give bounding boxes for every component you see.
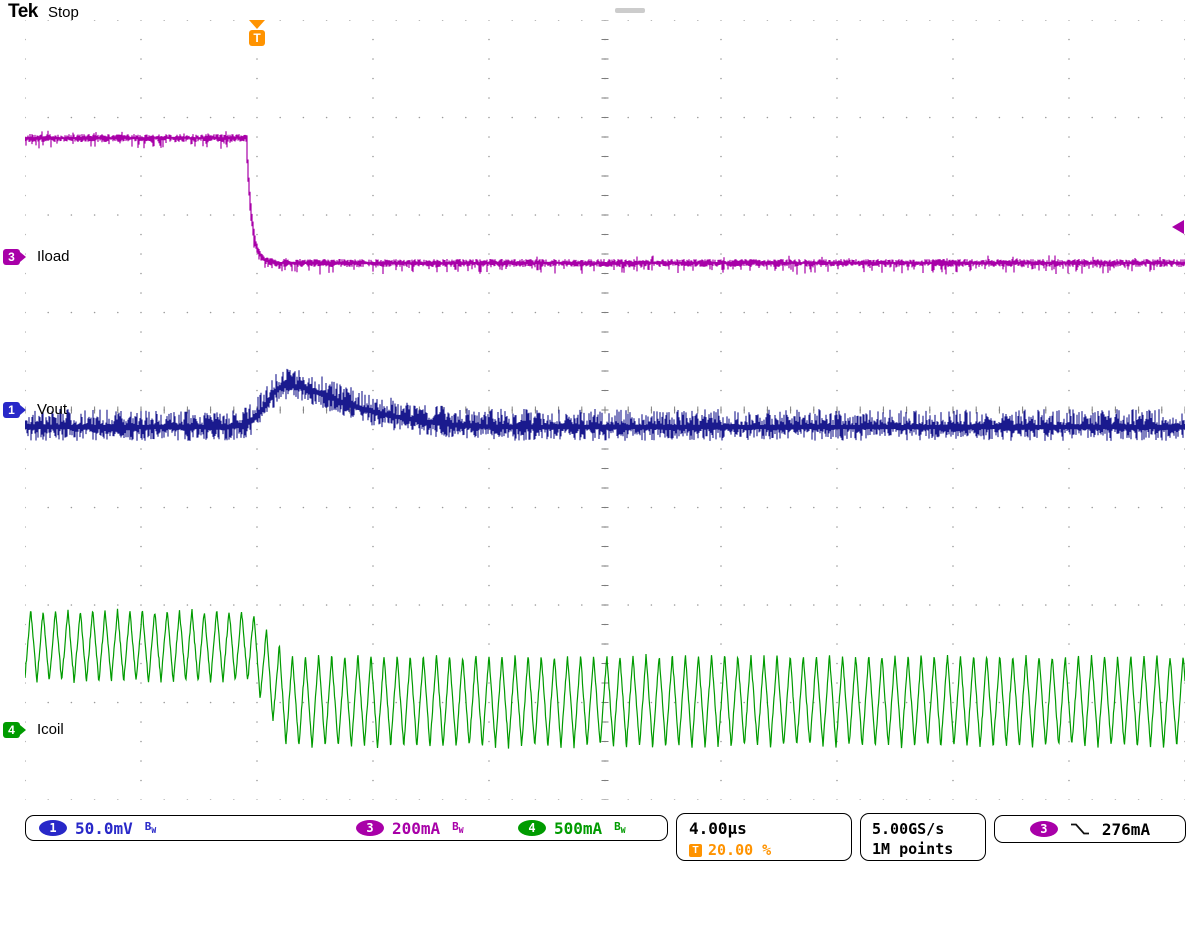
sample-rate: 5.00GS/s [872, 820, 945, 838]
timebase-scale: 4.00µs [689, 819, 747, 838]
ch1-readout: 1 50.0mV BW [39, 816, 156, 840]
waveform-display [25, 20, 1185, 800]
brand-logo: Tek [8, 1, 38, 22]
ch1-label: Vout [37, 401, 68, 418]
trigger-source-badge: 3 [1029, 821, 1058, 837]
bw-sub-letter: W [620, 826, 626, 836]
ch1-trace-vout [25, 368, 1185, 441]
bw-letter: B [614, 820, 621, 834]
ch4-bandwidth-limit-icon: BW [614, 820, 625, 835]
trigger-position-readout: T 20.00 % [689, 841, 771, 859]
timebase-readout: 4.00µs T 20.00 % [676, 813, 852, 861]
ch3-trace-iload [25, 130, 1185, 275]
ch4-badge: 4 [518, 820, 546, 836]
ch3-bandwidth-limit-icon: BW [452, 820, 463, 835]
ch3-position-marker: 3 [3, 249, 26, 265]
ch1-badge: 1 [39, 820, 67, 836]
bw-letter: B [144, 820, 152, 834]
trigger-position-value: 20.00 % [708, 841, 772, 859]
ch4-label: Icoil [37, 721, 64, 738]
trigger-level-arrow-icon [1172, 220, 1184, 234]
acquisition-readout: 5.00GS/s 1M points [860, 813, 986, 861]
bw-letter: B [452, 820, 459, 834]
bw-sub-letter: W [458, 826, 464, 836]
ch4-trace-icoil [25, 608, 1185, 749]
trigger-t-icon: T [689, 843, 702, 857]
record-length: 1M points [872, 840, 954, 858]
trigger-position-arrow-icon [249, 20, 265, 29]
ch3-badge: 3 [356, 820, 384, 836]
ch1-scale: 50.0mV [75, 818, 133, 838]
trigger-position-marker: T [249, 30, 265, 46]
ch3-readout: 3 200mA BW [356, 816, 464, 840]
ch1-position-marker: 1 [3, 402, 26, 418]
ch4-readout: 4 500mA BW [518, 816, 626, 840]
ch4-position-marker: 4 [3, 722, 26, 738]
acquisition-status: Stop [48, 4, 79, 21]
top-separator [615, 8, 645, 13]
ch1-bandwidth-limit-icon: BW [145, 820, 156, 835]
falling-edge-icon [1070, 823, 1089, 835]
bw-sub-letter: W [151, 826, 157, 836]
trigger-level: 276mA [1101, 819, 1151, 839]
trigger-readout: 3 276mA [994, 815, 1186, 843]
ch4-scale: 500mA [554, 818, 603, 838]
trigger-readout-row: 3 276mA [995, 816, 1185, 842]
ch3-scale: 200mA [392, 818, 441, 838]
channel-scale-readouts: 1 50.0mV BW 3 200mA BW 4 500mA BW [25, 815, 668, 841]
waveform-traces [25, 130, 1185, 749]
ch3-label: Iload [37, 248, 70, 265]
